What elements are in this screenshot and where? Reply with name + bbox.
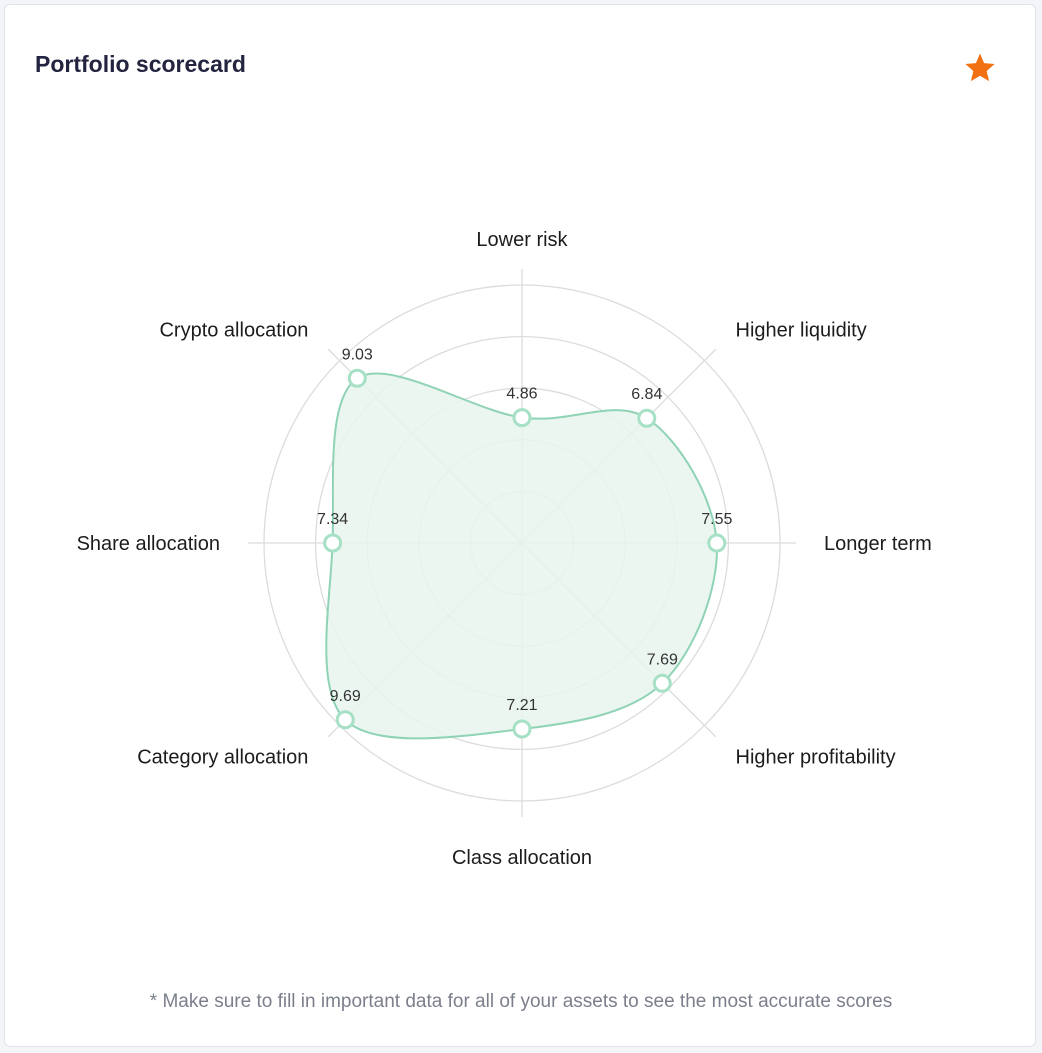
radar-points-layer [323, 368, 727, 739]
radar-point[interactable] [347, 368, 367, 388]
radar-point[interactable] [335, 710, 355, 730]
radar-series-area [325, 372, 718, 740]
axis-label: Higher liquidity [736, 319, 867, 341]
axis-label: Longer term [824, 533, 932, 555]
radar-point[interactable] [512, 408, 532, 428]
value-label: 9.69 [330, 688, 361, 705]
value-label: 9.03 [342, 346, 373, 363]
radar-point[interactable] [707, 533, 727, 553]
value-label: 4.86 [506, 386, 537, 403]
axis-label: Crypto allocation [159, 319, 308, 341]
axis-label: Lower risk [476, 229, 568, 251]
radar-labels-layer: 4.86 6.84 7.55 7.69 7.21 9.69 7.34 9.03 Lower ri… [77, 229, 932, 869]
axis-label: Higher profitability [736, 747, 896, 769]
radar-point[interactable] [637, 408, 657, 428]
value-label: 7.55 [701, 511, 732, 528]
radar-point[interactable] [652, 673, 672, 693]
star-icon-shape [965, 53, 995, 82]
radar-point[interactable] [323, 533, 343, 553]
axis-label: Share allocation [77, 533, 220, 555]
footnote: * Make sure to fill in important data fo… [149, 991, 893, 1012]
radar-chart: 4.86 6.84 7.55 7.69 7.21 9.69 7.34 9.03 Lower ri… [77, 229, 932, 869]
axis-label: Class allocation [452, 847, 592, 869]
value-label: 6.84 [631, 386, 662, 403]
scorecard-card: Portfolio scorecard 4.86 6.84 7.55 7.69 7.21… [4, 4, 1036, 1047]
value-label: 7.21 [506, 697, 537, 714]
star-icon[interactable] [963, 51, 997, 85]
radar-area-layer [325, 372, 718, 740]
axis-label: Category allocation [137, 747, 308, 769]
card-title: Portfolio scorecard [35, 51, 246, 77]
radar-point[interactable] [512, 719, 532, 739]
value-label: 7.34 [317, 511, 348, 528]
value-label: 7.69 [647, 651, 678, 668]
